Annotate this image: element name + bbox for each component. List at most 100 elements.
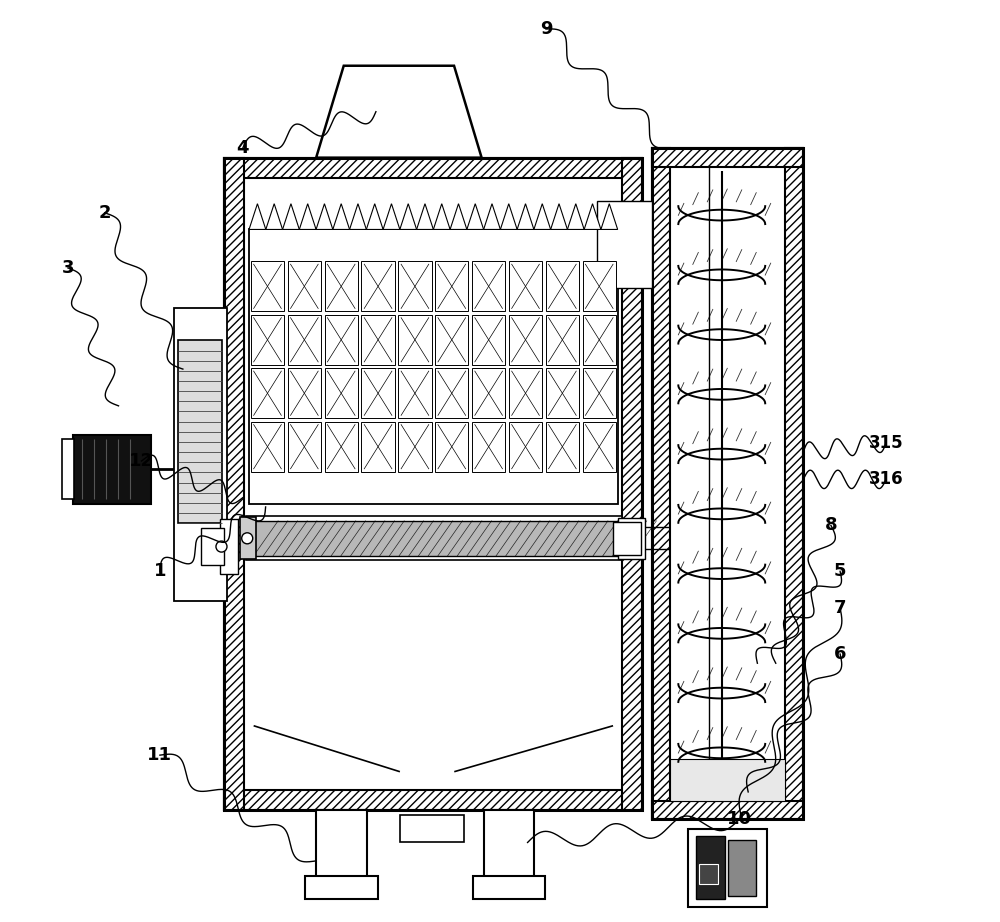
Bar (361, 369, 395, 418)
Bar (201, 528, 224, 565)
Bar (613, 522, 641, 555)
Bar (325, 369, 358, 418)
Text: 315: 315 (869, 433, 903, 452)
Bar (652, 148, 670, 820)
Bar (325, 315, 358, 365)
Bar (73, 434, 151, 503)
Polygon shape (467, 204, 484, 230)
Bar (546, 369, 579, 418)
Bar (224, 158, 642, 810)
Bar (699, 864, 718, 884)
Polygon shape (433, 204, 450, 230)
Polygon shape (333, 204, 350, 230)
Bar (688, 829, 767, 907)
Bar (473, 877, 545, 900)
Polygon shape (551, 204, 567, 230)
Polygon shape (484, 204, 500, 230)
Bar (62, 439, 74, 499)
Polygon shape (366, 204, 383, 230)
Text: 5: 5 (834, 562, 846, 580)
Bar (546, 421, 579, 471)
Bar (622, 158, 642, 810)
Bar (546, 262, 579, 312)
Bar (696, 836, 725, 900)
Bar (224, 790, 642, 810)
Circle shape (242, 533, 253, 544)
Bar (325, 262, 358, 312)
Bar (254, 521, 622, 556)
Text: 8: 8 (825, 516, 837, 535)
Bar (251, 369, 284, 418)
Bar (435, 369, 468, 418)
Text: 7: 7 (834, 599, 846, 617)
Polygon shape (500, 204, 517, 230)
Bar (220, 519, 238, 574)
Polygon shape (283, 204, 299, 230)
Bar (546, 315, 579, 365)
Bar (288, 369, 321, 418)
Bar (670, 167, 785, 801)
Text: 4: 4 (236, 139, 249, 158)
Bar (325, 421, 358, 471)
Bar (305, 877, 378, 900)
Bar (472, 421, 505, 471)
Bar (728, 840, 756, 896)
Text: 2: 2 (98, 204, 111, 222)
Bar (288, 315, 321, 365)
Bar (251, 421, 284, 471)
Bar (288, 262, 321, 312)
Text: 6: 6 (834, 645, 846, 663)
Polygon shape (316, 65, 482, 158)
Text: 3: 3 (62, 259, 74, 277)
Polygon shape (534, 204, 551, 230)
Bar (435, 262, 468, 312)
Bar (509, 421, 542, 471)
Bar (583, 369, 616, 418)
Bar (509, 369, 542, 418)
Bar (240, 517, 256, 560)
Bar (785, 148, 803, 820)
Bar (246, 516, 622, 561)
Bar (174, 308, 227, 601)
Bar (652, 148, 803, 167)
Polygon shape (601, 204, 618, 230)
Bar (652, 148, 803, 820)
Polygon shape (567, 204, 584, 230)
Text: 11: 11 (147, 746, 172, 764)
Text: 9: 9 (540, 20, 552, 38)
Bar (361, 421, 395, 471)
Polygon shape (383, 204, 400, 230)
Polygon shape (316, 204, 333, 230)
Bar (509, 315, 542, 365)
Text: 12: 12 (129, 452, 154, 470)
Bar (178, 340, 222, 523)
Polygon shape (266, 204, 283, 230)
Polygon shape (517, 204, 534, 230)
Bar (316, 810, 367, 880)
Bar (583, 421, 616, 471)
Polygon shape (417, 204, 433, 230)
Bar (398, 369, 432, 418)
Text: 10: 10 (726, 810, 751, 829)
Bar (398, 421, 432, 471)
Text: 316: 316 (869, 470, 903, 489)
Bar (361, 315, 395, 365)
Bar (670, 760, 785, 801)
Bar (583, 315, 616, 365)
Bar (251, 262, 284, 312)
Bar (597, 201, 652, 289)
Polygon shape (299, 204, 316, 230)
Bar (244, 178, 622, 790)
Bar (224, 158, 642, 178)
Bar (472, 315, 505, 365)
Bar (618, 518, 645, 559)
Bar (251, 315, 284, 365)
Bar (361, 262, 395, 312)
Bar (652, 801, 803, 820)
Bar (435, 315, 468, 365)
Bar (249, 230, 618, 503)
Polygon shape (249, 204, 266, 230)
Polygon shape (450, 204, 467, 230)
Bar (398, 262, 432, 312)
Bar (288, 421, 321, 471)
